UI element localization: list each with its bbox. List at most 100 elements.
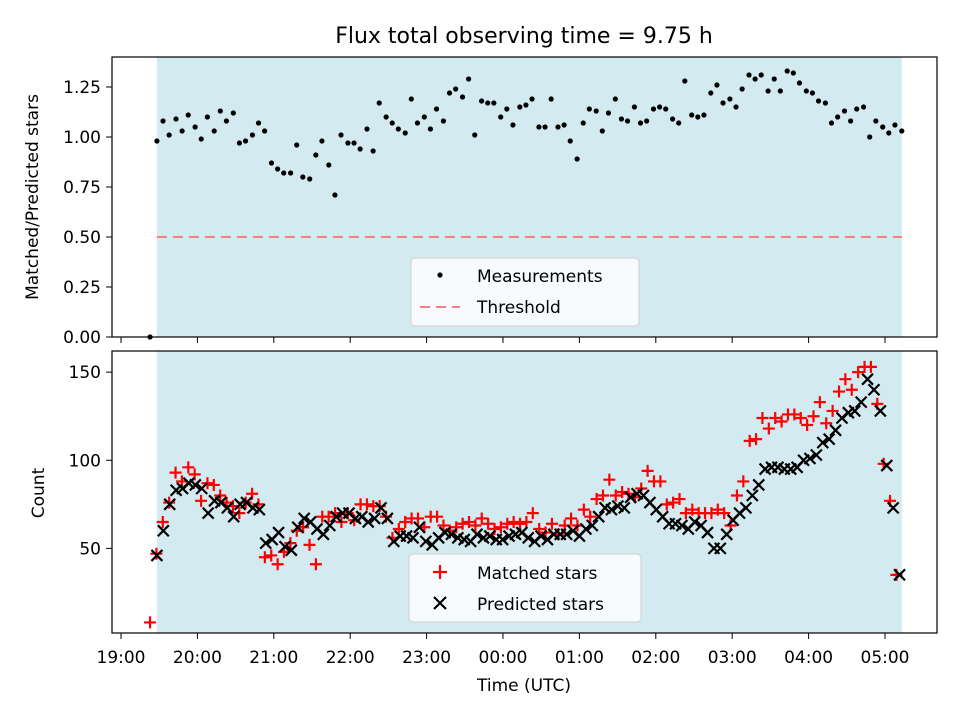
measurement-point (446, 90, 453, 96)
predicted-star-marker (624, 491, 637, 504)
measurement-point (828, 120, 835, 126)
measurement-point (453, 86, 459, 92)
bottom-y-tick-label: 100 (69, 451, 101, 471)
predicted-star-marker (323, 519, 337, 532)
bottom-y-label: Count (29, 467, 49, 518)
predicted-star-marker (810, 448, 823, 462)
measurement-point (682, 78, 688, 84)
matched-star-marker (392, 523, 405, 536)
measurement-point (644, 118, 650, 124)
predicted-star-marker (829, 424, 842, 437)
matched-star-marker (813, 396, 826, 409)
matched-star-marker (711, 503, 724, 516)
measurement-point (605, 110, 612, 116)
measurement-point (427, 126, 434, 132)
matched-star-marker (667, 496, 680, 509)
x-tick-label: 05:00 (861, 648, 910, 668)
legend-measurement-marker (437, 272, 443, 278)
top-axes-frame (111, 56, 938, 338)
measurement-point (803, 88, 809, 94)
measurement-point (395, 126, 401, 132)
measurement-point (249, 132, 256, 138)
measurement-point (389, 120, 395, 126)
legend-matched-marker (433, 565, 447, 579)
predicted-star-marker (157, 524, 170, 538)
matched-star-marker (660, 498, 673, 511)
measurement-point (822, 100, 829, 106)
measurement-point (326, 162, 332, 168)
measurement-point (192, 124, 198, 130)
measurement-point (504, 106, 510, 112)
matched-star-marker (762, 422, 775, 435)
measurement-point (255, 120, 262, 126)
measurement-point (854, 106, 860, 112)
measurement-point (491, 100, 497, 106)
top-y-ticks: 0.00 0.25 0.50 0.75 1.00 1.25 (63, 78, 112, 348)
matched-star-marker (322, 510, 335, 523)
x-tick-label: 20:00 (173, 648, 222, 668)
matched-star-marker (603, 473, 616, 486)
measurement-point (612, 96, 618, 102)
measurement-point (242, 138, 249, 144)
predicted-star-marker (534, 529, 548, 543)
x-tick-label: 03:00 (708, 648, 757, 668)
predicted-star-marker (886, 501, 900, 515)
measurement-point (472, 132, 478, 138)
measurement-point (517, 104, 523, 110)
measurement-point (899, 128, 905, 134)
measurement-point (561, 122, 567, 128)
top-y-tick-label: 0.50 (63, 228, 101, 248)
matched-star-marker (309, 558, 322, 571)
predicted-star-marker (406, 531, 420, 545)
matched-star-marker (756, 411, 769, 424)
predicted-star-marker (445, 528, 458, 541)
matched-star-marker (494, 521, 507, 534)
predicted-star-marker (272, 526, 285, 539)
legend-predicted-marker (433, 596, 447, 610)
measurement-point (580, 120, 586, 126)
predicted-star-marker (739, 501, 753, 515)
predicted-star-marker (496, 533, 509, 546)
predicted-star-marker (861, 372, 874, 386)
measurement-point (593, 108, 599, 114)
measurement-point (217, 108, 223, 114)
measurement-point (275, 166, 281, 172)
measurement-point (223, 118, 230, 124)
measurement-point (485, 100, 491, 106)
matched-star-marker (565, 512, 578, 525)
predicted-star-marker (195, 482, 209, 495)
measurement-point (771, 76, 777, 82)
measurement-point (466, 76, 472, 82)
matched-star-marker (686, 503, 699, 516)
x-tick-label: 02:00 (631, 648, 680, 668)
bottom-x-ticks: 19:00 20:00 21:00 22:00 23:00 00:00 01:00 02:00… (97, 633, 910, 668)
predicted-star-marker (189, 478, 202, 492)
measurement-point (479, 98, 485, 104)
predicted-star-marker (714, 542, 727, 555)
predicted-star-marker (720, 528, 733, 541)
predicted-stars-points (150, 372, 906, 582)
measurement-point (714, 82, 720, 88)
predicted-star-marker (419, 535, 433, 548)
top-y-tick-label: 0.25 (63, 278, 101, 298)
bottom-panel: 50 100 150 19:00 20:00 21:00 22:00 23:00 00:00 0… (29, 350, 938, 696)
matched-star-marker (737, 475, 750, 488)
matched-star-marker (482, 517, 495, 530)
measurement-point (886, 130, 892, 136)
predicted-star-marker (297, 512, 311, 525)
measurement-point (650, 106, 657, 112)
top-x-ticks (120, 337, 886, 343)
legend-threshold-label: Threshold (476, 298, 561, 318)
predicted-star-marker (150, 549, 164, 562)
predicted-star-marker (470, 528, 484, 541)
measurement-point (765, 88, 771, 94)
predicted-star-marker (675, 519, 689, 532)
matched-star-marker (673, 493, 686, 506)
matched-star-marker (845, 383, 858, 396)
predicted-star-marker (227, 510, 241, 523)
measurement-point (555, 124, 561, 130)
measurement-point (338, 132, 344, 138)
measurement-point (574, 156, 580, 162)
matched-star-marker (233, 507, 246, 520)
measurement-point (835, 114, 841, 120)
